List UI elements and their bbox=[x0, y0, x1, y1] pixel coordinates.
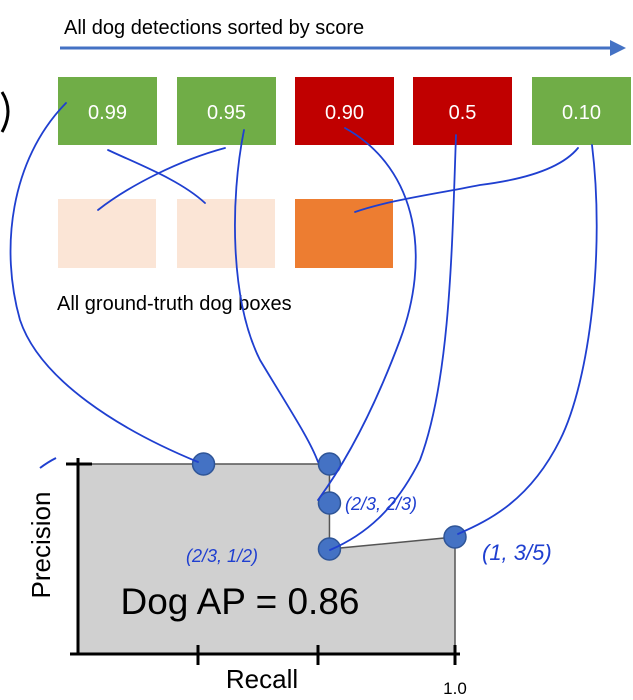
connector-095 bbox=[234, 129, 319, 463]
detection-box-0: 0.99 bbox=[58, 77, 157, 145]
connector-cross-a bbox=[107, 149, 206, 204]
pr-plot: Precision Recall 1.0 Dog AP = 0.86 bbox=[26, 452, 467, 698]
x-tick-label-max: 1.0 bbox=[443, 679, 467, 698]
x-axis-label: Recall bbox=[226, 664, 298, 694]
ground-truth-caption: All ground-truth dog boxes bbox=[57, 293, 292, 315]
detection-box-1: 0.95 bbox=[177, 77, 276, 145]
annotation-a: (2/3, 2/3) bbox=[345, 494, 417, 514]
connector-099 bbox=[9, 102, 199, 463]
pr-point-1 bbox=[317, 452, 342, 476]
detection-rect bbox=[58, 77, 157, 145]
y-axis-hand-mark bbox=[39, 457, 57, 469]
ground-truth-box-0 bbox=[58, 199, 156, 268]
detection-rect bbox=[295, 77, 394, 145]
pr-point-4 bbox=[443, 525, 467, 549]
pr-point-3 bbox=[317, 537, 342, 561]
pr-points bbox=[191, 452, 467, 561]
detection-box-3: 0.5 bbox=[413, 77, 512, 145]
header-title: All dog detections sorted by score bbox=[64, 17, 364, 39]
annotation-b: (2/3, 1/2) bbox=[186, 546, 258, 566]
connector-010-gt bbox=[354, 147, 579, 213]
detection-score: 0.90 bbox=[325, 102, 364, 124]
connector-010 bbox=[457, 144, 598, 535]
ground-truth-box-2 bbox=[295, 199, 393, 268]
detection-score: 0.5 bbox=[449, 102, 477, 124]
pr-area-fill bbox=[77, 463, 456, 655]
detection-rect bbox=[177, 77, 276, 145]
detection-rect bbox=[413, 77, 512, 145]
detection-box-2: 0.90 bbox=[295, 77, 394, 145]
detection-score: 0.10 bbox=[562, 102, 601, 124]
handwritten-annotations: (2/3, 2/3) (2/3, 1/2) (1, 3/5) bbox=[186, 494, 552, 566]
ground-truth-box-1 bbox=[177, 199, 275, 268]
ap-label: Dog AP = 0.86 bbox=[121, 581, 360, 622]
ground-truth-row bbox=[58, 199, 393, 268]
detection-row: 0.99 0.95 0.90 0.5 0.10 bbox=[58, 77, 631, 145]
detection-rect bbox=[532, 77, 631, 145]
y-axis-label: Precision bbox=[26, 492, 56, 599]
connector-05 bbox=[329, 134, 457, 551]
sort-arrow-head bbox=[610, 40, 626, 56]
pr-point-2 bbox=[317, 491, 342, 515]
connector-090 bbox=[317, 127, 417, 501]
annotation-c: (1, 3/5) bbox=[482, 540, 552, 565]
left-bracket-mark bbox=[0, 91, 10, 133]
detection-score: 0.99 bbox=[88, 102, 127, 124]
detection-box-4: 0.10 bbox=[532, 77, 631, 145]
connector-cross-b bbox=[97, 147, 226, 211]
pr-point-0 bbox=[191, 452, 216, 476]
connectors bbox=[9, 102, 598, 551]
detection-score: 0.95 bbox=[207, 102, 246, 124]
